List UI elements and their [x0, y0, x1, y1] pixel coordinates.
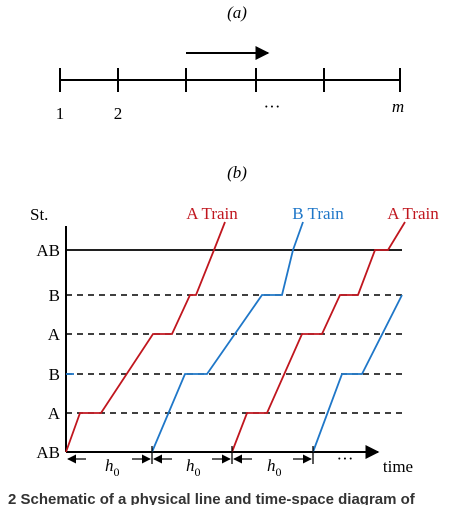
station-label: AB: [36, 241, 60, 260]
headway-label: h0: [267, 456, 282, 479]
headway-label: h0: [186, 456, 201, 479]
y-axis-label: St.: [30, 205, 48, 224]
station-label: A: [48, 325, 61, 344]
train-label: B Train: [292, 204, 344, 223]
train-label: A Train: [387, 204, 439, 223]
station-label: AB: [36, 443, 60, 462]
headway-markers: [67, 446, 314, 464]
panel-label: (a): [227, 3, 247, 22]
train-paths: [65, 221, 406, 453]
station-label: A: [48, 404, 61, 423]
x-axis-label: time: [383, 457, 413, 476]
station-label: 1: [56, 104, 65, 123]
panel-label: (b): [227, 163, 247, 182]
station-label: B: [49, 286, 60, 305]
caption: 2 Schematic of a physical line and time-…: [8, 491, 416, 505]
station-label: B: [49, 365, 60, 384]
axes: [65, 226, 402, 459]
line-schematic: [59, 46, 401, 92]
station-label: m: [392, 97, 404, 116]
headway-label: h0: [105, 456, 120, 479]
train-label: A Train: [186, 204, 238, 223]
station-lines: [66, 294, 402, 414]
ellipsis: ···: [337, 449, 354, 468]
station-label: ···: [264, 97, 281, 116]
station-label: 2: [114, 104, 123, 123]
